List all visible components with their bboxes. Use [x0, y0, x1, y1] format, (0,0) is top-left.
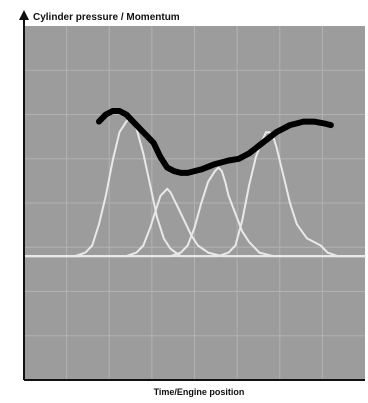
momentum-curve	[96, 108, 334, 176]
cylinder-pressure-curve-2	[23, 187, 366, 258]
cylinder-pressure-curve-3	[23, 166, 366, 258]
y-axis-arrow	[19, 10, 29, 20]
grid	[24, 26, 365, 380]
x-axis-label: Time/Engine position	[154, 387, 245, 397]
series-layer	[23, 108, 366, 258]
axes	[19, 10, 365, 381]
y-axis-label: Cylinder pressure / Momentum	[33, 12, 180, 23]
